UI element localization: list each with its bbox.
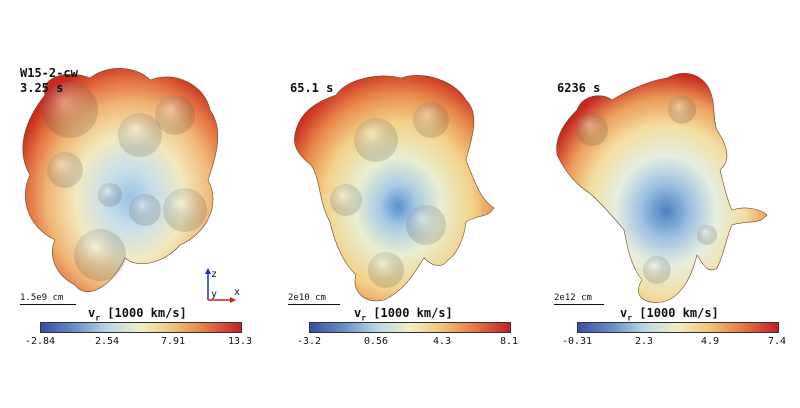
colorbar-tick: -3.2 [296,336,322,347]
scale-bar-label: 1.5e9 cm [20,293,64,303]
scale-bar-label: 2e10 cm [288,293,326,303]
panel-1-isosurface-render [22,67,219,293]
panel-3: 6236 s 2e12 cm vr [1000 km/s] -0.31 2.3 … [532,0,798,408]
time-label: 3.25 s [20,81,64,95]
axis-x-label: x [234,287,240,298]
scale-bar-line [20,304,76,305]
colorbar-tick: 4.3 [432,336,452,347]
colorbar-tick: 13.3 [227,336,253,347]
scale-bar: 2e10 cm [288,293,340,305]
colorbar-tick: 2.54 [94,336,120,347]
colorbar-tick: 0.56 [363,336,389,347]
model-name: W15-2-cw [20,66,78,80]
scale-bar: 1.5e9 cm [20,293,76,305]
panel-2-isosurface-render [294,75,495,302]
colorbar-title: vr [1000 km/s] [354,306,453,323]
colorbar-tick: 7.4 [767,336,787,347]
scale-bar-line [554,304,604,305]
axis-z-label: z [211,269,217,280]
time-label: 65.1 s [290,81,334,95]
colorbar-tick: 4.9 [700,336,720,347]
colorbar [40,322,242,333]
colorbar-title: vr [1000 km/s] [620,306,719,323]
axis-y-label: y [211,289,217,300]
colorbar-tick: -2.84 [24,336,56,347]
colorbar-tick: 7.91 [160,336,186,347]
scale-bar: 2e12 cm [554,293,604,305]
colorbar [577,322,779,333]
time-label: 6236 s [557,81,601,95]
colorbar-tick: 8.1 [499,336,519,347]
panel-1: W15-2-cw 3.25 s z y x 1.5e9 cm vr [1000 … [0,0,266,408]
scale-bar-label: 2e12 cm [554,293,592,303]
panel-3-isosurface-render [556,72,768,303]
colorbar-tick: -0.31 [561,336,593,347]
colorbar [309,322,511,333]
panel-2: 65.1 s 2e10 cm vr [1000 km/s] -3.2 0.56 … [266,0,532,408]
orientation-axes: z y x [205,268,240,303]
colorbar-title: vr [1000 km/s] [88,306,187,323]
scale-bar-line [288,304,340,305]
colorbar-tick: 2.3 [634,336,654,347]
